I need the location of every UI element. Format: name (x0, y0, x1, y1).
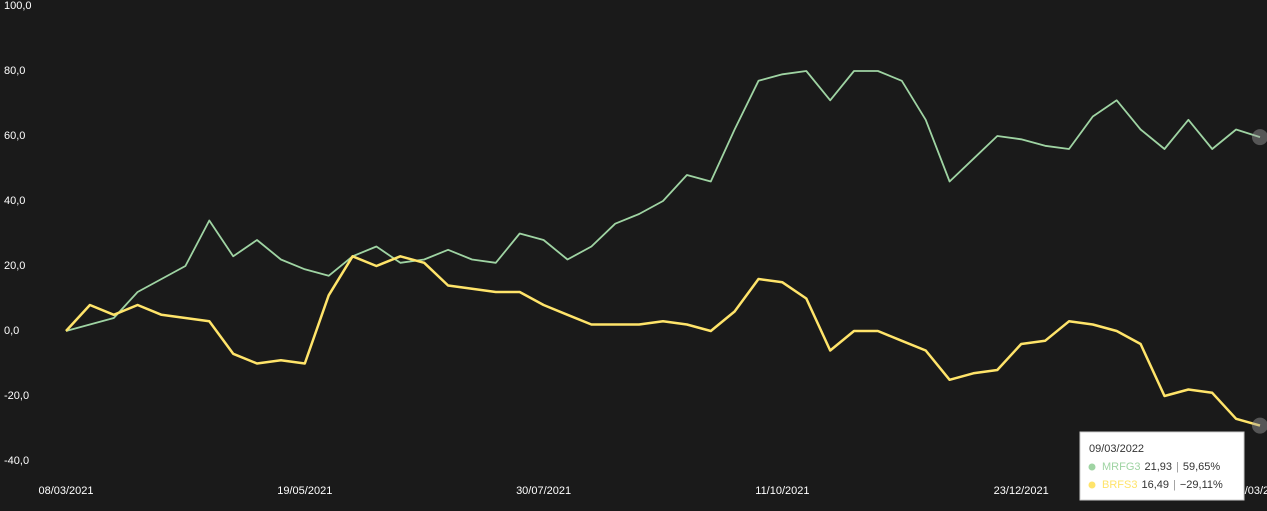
y-tick-label: 100,0 (4, 0, 32, 12)
tooltip-row: BRFS3 16,49 | −29,11% (1102, 479, 1223, 491)
end-marker (1252, 417, 1267, 434)
y-tick-label: 80,0 (4, 65, 25, 77)
tooltip-price: 16,49 (1141, 479, 1169, 491)
y-tick-label: -40,0 (4, 455, 29, 467)
y-tick-label: 40,0 (4, 195, 25, 207)
tooltip-row: MRFG3 21,93 | 59,65% (1102, 461, 1220, 473)
tooltip-change: −29,11% (1180, 479, 1223, 491)
y-tick-label: 60,0 (4, 130, 25, 142)
tooltip-divider: | (1176, 461, 1179, 473)
y-tick-label: -20,0 (4, 390, 29, 402)
tooltip-box (1079, 431, 1245, 501)
tooltip-dot (1088, 463, 1096, 471)
y-tick-label: 20,0 (4, 260, 25, 272)
tooltip-divider: | (1173, 479, 1176, 491)
series-line (65, 70, 1261, 332)
y-tick-label: 0,0 (4, 325, 19, 337)
tooltip-name: BRFS3 (1102, 479, 1137, 491)
x-tick-label: 23/12/2021 (994, 485, 1049, 497)
tooltip-price: 21,93 (1145, 461, 1173, 473)
tooltip-dot (1088, 481, 1096, 489)
series-line (65, 255, 1261, 427)
x-tick-label: 08/03/2021 (38, 485, 93, 497)
tooltip-change: 59,65% (1183, 461, 1221, 473)
end-marker (1252, 129, 1267, 146)
x-tick-label: 11/10/2021 (755, 485, 809, 497)
tooltip-date: 09/03/2022 (1089, 443, 1144, 455)
x-tick-label: 19/05/2021 (277, 485, 332, 497)
tooltip-name: MRFG3 (1102, 461, 1141, 473)
x-tick-label: 30/07/2021 (516, 485, 571, 497)
